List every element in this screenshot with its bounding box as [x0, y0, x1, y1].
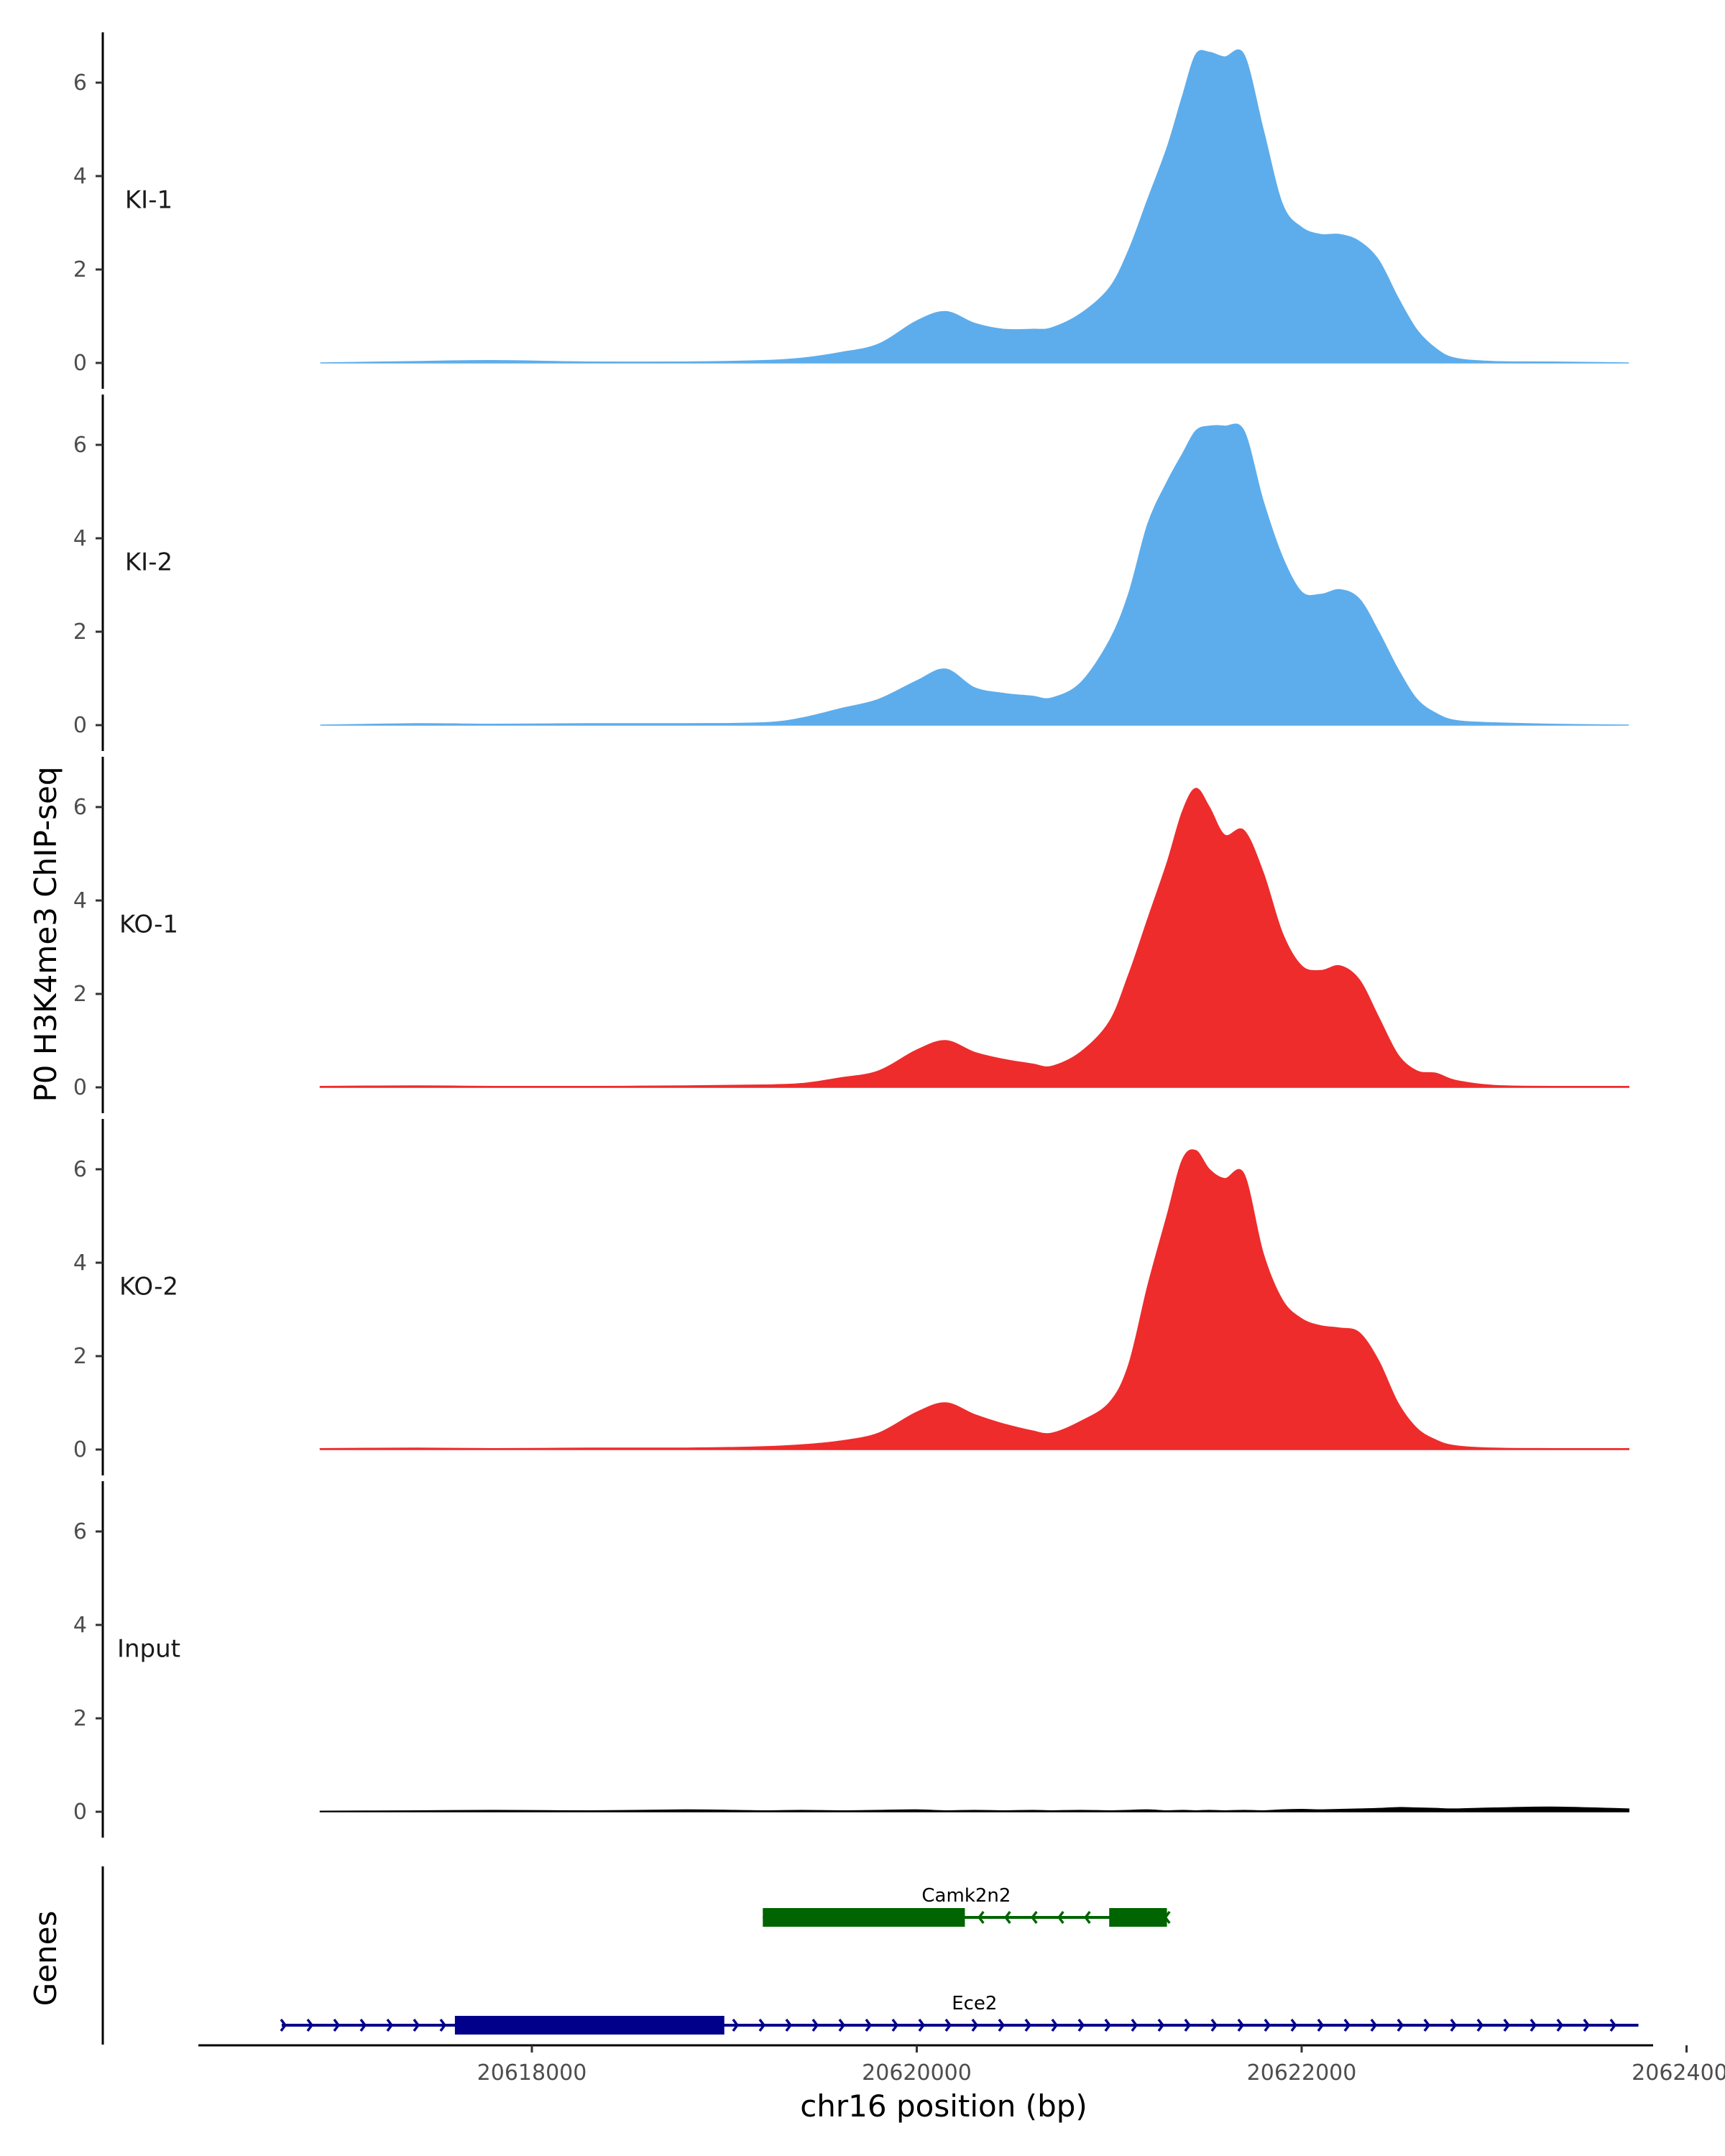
strand-arrow [1210, 2018, 1218, 2032]
y-tick-label: 4 [73, 888, 87, 913]
strand-arrow [944, 2018, 952, 2032]
strand-arrow [1343, 2018, 1351, 2032]
strand-arrow [333, 2018, 341, 2032]
y-tick-label: 6 [73, 1157, 87, 1182]
gene-camk2n2: Camk2n2 [763, 1885, 1171, 1927]
coverage-area-ki-2 [320, 423, 1629, 726]
strand-arrow [1503, 2018, 1511, 2032]
strand-arrow [1290, 2018, 1298, 2032]
strand-arrow [1317, 2018, 1325, 2032]
strand-arrow [1031, 1910, 1038, 1925]
strand-arrow [306, 2018, 314, 2032]
strand-arrow [998, 2018, 1006, 2032]
y-tick-label: 2 [73, 1706, 87, 1731]
y-tick-label: 6 [73, 433, 87, 458]
strand-arrow [891, 2018, 899, 2032]
y-tick-label: 0 [73, 1800, 87, 1825]
strand-arrow [1157, 2018, 1165, 2032]
y-tick-label: 4 [73, 1250, 87, 1276]
track-ki-2: 0 2 4 6 KI-2 [73, 395, 1629, 751]
y-tick-label: 4 [73, 164, 87, 189]
gene-ece2: Ece2 [280, 1993, 1639, 2035]
strand-arrow [838, 2018, 846, 2032]
y-tick-label: 2 [73, 982, 87, 1007]
strand-arrow [1583, 2018, 1591, 2032]
y-tick-label: 6 [73, 795, 87, 820]
coverage-area-ko-1 [319, 788, 1629, 1088]
strand-arrow [1004, 1910, 1011, 1925]
coverage-area-ki-1 [320, 49, 1629, 364]
strand-arrow [1104, 2018, 1112, 2032]
strand-arrow [386, 2018, 394, 2032]
track-label-input: Input [117, 1635, 180, 1664]
track-label-ko-1: KO-1 [119, 911, 178, 939]
y-tick-label: 2 [73, 1344, 87, 1369]
y-tick-label: 0 [73, 1437, 87, 1462]
gene-exon [454, 2016, 724, 2035]
strand-arrow [811, 2018, 819, 2032]
strand-arrow [1609, 2018, 1617, 2032]
strand-arrow [758, 2018, 766, 2032]
strand-arrow [439, 2018, 447, 2032]
track-ki-1: 0 2 4 6 KI-1 [73, 32, 1629, 389]
strand-arrow [1077, 2018, 1085, 2032]
strand-arrow [1084, 1910, 1091, 1925]
coverage-area-input [319, 1806, 1629, 1812]
strand-arrow [1530, 2018, 1537, 2032]
y-tick-label: 2 [73, 257, 87, 282]
y-tick-label: 4 [73, 1613, 87, 1638]
x-axis-title: chr16 position (bp) [800, 2088, 1087, 2124]
strand-arrow [1024, 2018, 1032, 2032]
gene-exon [763, 1908, 965, 1927]
track-label-ko-2: KO-2 [119, 1273, 178, 1302]
strand-arrow [1184, 2018, 1192, 2032]
strand-arrow [359, 2018, 367, 2032]
strand-arrow [1057, 1910, 1064, 1925]
strand-arrow [785, 2018, 793, 2032]
y-tick-label: 0 [73, 1075, 87, 1100]
strand-arrow [1450, 2018, 1458, 2032]
y-tick-label: 0 [73, 351, 87, 376]
gene-exon [1109, 1908, 1167, 1927]
strand-arrow [1051, 2018, 1059, 2032]
strand-arrow [865, 2018, 873, 2032]
x-axis: 20618000 20620000 20622000 20624000 [198, 2044, 1725, 2086]
strand-arrow [918, 2018, 926, 2032]
x-tick-label: 20622000 [1247, 2060, 1357, 2086]
strand-arrow [1237, 2018, 1245, 2032]
strand-arrow [1131, 2018, 1138, 2032]
coverage-tracks: 0 2 4 6 KI-1 0 2 4 6 KI-2 0 2 4 6 KO-1 0 2 4 6 KO-2 0 2 4 6 Inpu… [73, 32, 1629, 1838]
gene-label-camk2n2: Camk2n2 [921, 1885, 1011, 1907]
strand-arrow [1476, 2018, 1484, 2032]
track-input: 0 2 4 6 Input [73, 1481, 1629, 1838]
x-tick-label: 20618000 [477, 2060, 587, 2086]
y-tick-label: 2 [73, 619, 87, 645]
track-label-ki-1: KI-1 [125, 186, 172, 215]
y-tick-label: 0 [73, 713, 87, 738]
x-tick-label: 20624000 [1632, 2060, 1725, 2086]
genes-axis-title: Genes [28, 1911, 63, 2007]
y-tick-label: 4 [73, 526, 87, 551]
gene-track: Camk2n2 Ece2 [101, 1866, 1639, 2045]
y-tick-label: 6 [73, 70, 87, 96]
strand-arrow [1556, 2018, 1564, 2032]
strand-arrow [978, 1910, 985, 1925]
gene-label-ece2: Ece2 [952, 1993, 997, 2014]
y-axis-title: P0 H3K4me3 ChIP-seq [28, 766, 63, 1102]
strand-arrow [1370, 2018, 1378, 2032]
y-tick-label: 6 [73, 1519, 87, 1544]
strand-arrow [732, 2018, 740, 2032]
track-ko-2: 0 2 4 6 KO-2 [73, 1119, 1629, 1475]
track-label-ki-2: KI-2 [125, 548, 172, 577]
strand-arrow [1397, 2018, 1404, 2032]
strand-arrow [1423, 2018, 1431, 2032]
strand-arrow [1264, 2018, 1271, 2032]
x-tick-label: 20620000 [862, 2060, 972, 2086]
track-ko-1: 0 2 4 6 KO-1 [73, 757, 1629, 1113]
strand-arrow [280, 2018, 288, 2032]
coverage-area-ko-2 [319, 1149, 1629, 1450]
strand-arrow [413, 2018, 420, 2032]
strand-arrow [971, 2018, 979, 2032]
